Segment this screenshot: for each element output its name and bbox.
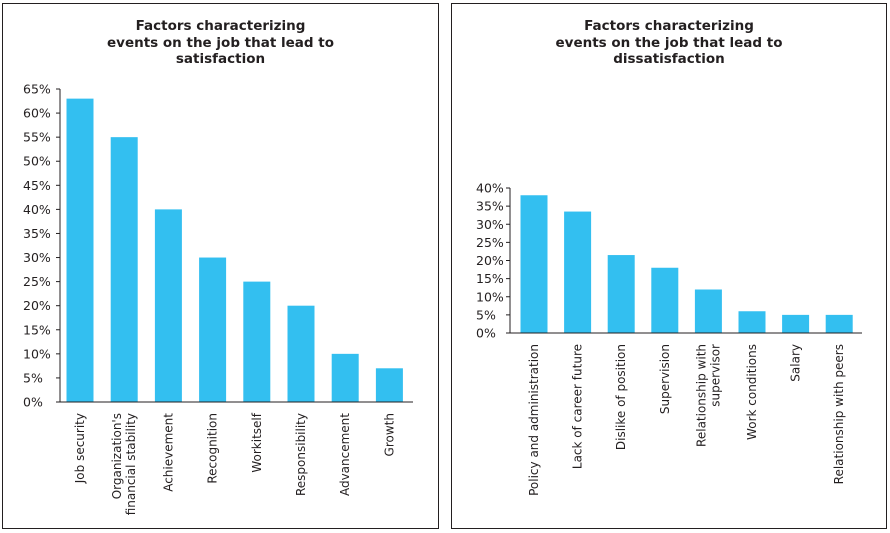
bar	[199, 257, 227, 402]
x-category-label: Growth	[382, 413, 396, 456]
x-category-label: Achievement	[161, 413, 175, 492]
y-tick-label: 25%	[23, 274, 51, 289]
y-tick-label: 0%	[23, 395, 43, 410]
bar	[375, 368, 403, 402]
bar	[243, 281, 271, 402]
chart-panel-dissatisfaction: Factors characterizing events on the job…	[451, 3, 887, 529]
bar	[154, 209, 182, 402]
x-category-label: Advancement	[338, 413, 352, 496]
bar-chart-satisfaction: 0% 5% 10% 15% 20% 25% 30% 35% 40% 45% 50% 55% 60% 65%…	[23, 82, 413, 515]
bar	[520, 195, 548, 333]
x-category-label: Dislike of position	[614, 344, 628, 450]
x-category-label: Supervision	[658, 344, 672, 414]
bar	[564, 211, 592, 333]
y-tick-label: 35%	[23, 226, 51, 241]
y-tick-label: 5%	[23, 370, 43, 385]
chart-panel-satisfaction: Factors characterizing events on the job…	[2, 3, 439, 529]
bar	[607, 255, 635, 333]
y-tick-label: 15%	[476, 271, 504, 286]
y-tick-label: 60%	[23, 106, 51, 121]
y-tick-label: 30%	[23, 250, 51, 265]
bar	[110, 137, 138, 402]
y-tick-label: 20%	[23, 298, 51, 313]
bar	[738, 311, 766, 333]
y-tick-label: 25%	[476, 235, 504, 250]
y-tick-label: 35%	[476, 199, 504, 214]
x-category-label: financial stability	[124, 413, 138, 515]
chart-title: Factors characterizing events on the job…	[3, 18, 438, 68]
bar	[694, 289, 722, 333]
y-tick-label: 15%	[23, 322, 51, 337]
x-category-label: Salary	[789, 344, 803, 382]
x-category-label: Organization's	[110, 413, 124, 499]
bar	[782, 314, 810, 333]
y-tick-label: 55%	[23, 130, 51, 145]
bar	[287, 305, 315, 402]
x-category-label: Lack of career future	[571, 344, 585, 469]
chart-title-line-3: satisfaction	[175, 51, 266, 67]
chart-title-line-3: dissatisfaction	[613, 51, 725, 67]
x-category-label: Relationship with	[694, 344, 708, 447]
bar-chart-dissatisfaction: 0% 5% 10% 15% 20% 25% 30% 35% 40% Policy and admi…	[476, 181, 862, 496]
y-tick-label: 0%	[476, 326, 496, 341]
y-tick-label: 45%	[23, 178, 51, 193]
x-category-label: Job security	[73, 413, 87, 484]
y-tick-label: 65%	[23, 82, 51, 97]
bar	[651, 267, 679, 333]
chart-title-line-1: Factors characterizing	[584, 18, 754, 34]
y-tick-label: 5%	[476, 307, 496, 322]
bar	[825, 314, 853, 333]
y-tick-label: 10%	[476, 289, 504, 304]
y-tick-label: 30%	[476, 217, 504, 232]
x-category-label: supervisor	[708, 344, 722, 407]
x-category-label: Responsibility	[294, 413, 308, 496]
chart-title-line-2: events on the job that lead to	[107, 34, 334, 51]
chart-title: Factors characterizing events on the job…	[452, 18, 886, 68]
x-category-label: Policy and administration	[527, 344, 541, 496]
y-tick-label: 40%	[476, 181, 504, 196]
x-category-label: Relationship with peers	[832, 344, 846, 484]
y-tick-label: 40%	[23, 202, 51, 217]
bar	[66, 98, 94, 402]
x-category-label: Work conditions	[745, 344, 759, 440]
chart-title-line-2: events on the job that lead to	[555, 34, 783, 51]
chart-title-line-1: Factors characterizing	[135, 18, 306, 34]
y-tick-label: 10%	[23, 346, 51, 361]
y-tick-label: 50%	[23, 154, 51, 169]
x-category-label: Workitself	[250, 412, 264, 472]
bar	[331, 353, 359, 402]
y-tick-label: 20%	[476, 253, 504, 268]
x-category-label: Recognition	[206, 413, 220, 484]
